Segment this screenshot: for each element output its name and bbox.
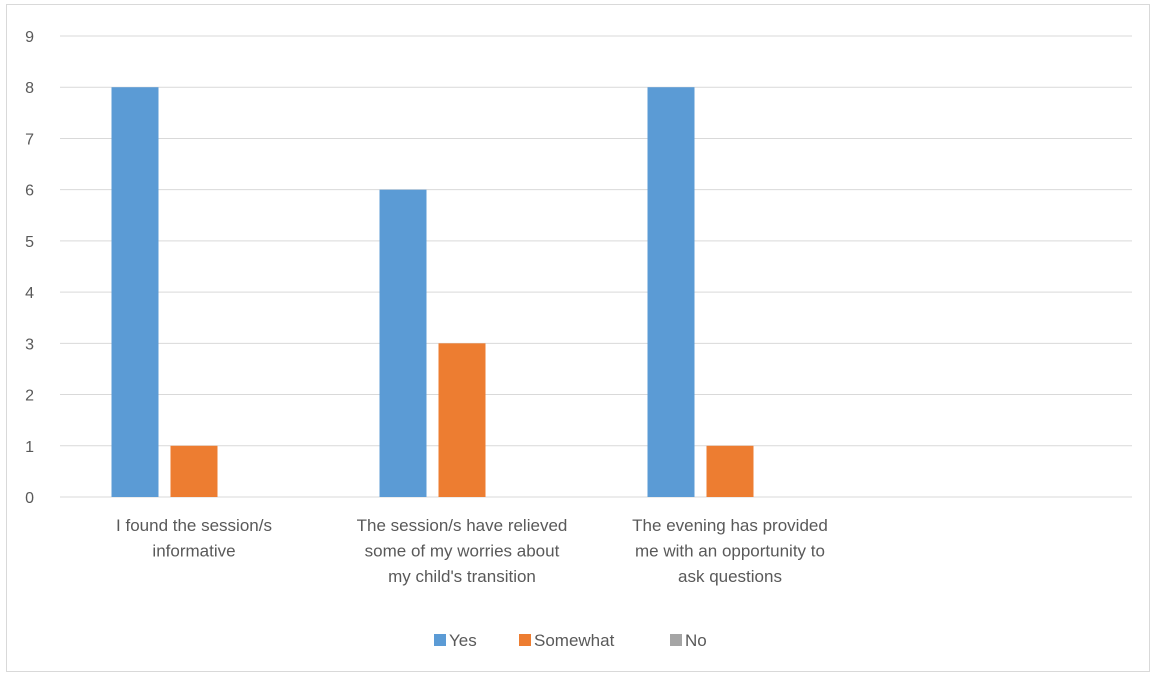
y-tick-label: 4 xyxy=(25,285,34,302)
legend-label-no: No xyxy=(685,631,707,650)
y-tick-label: 9 xyxy=(25,29,34,46)
bar-yes-1 xyxy=(379,189,427,497)
y-axis-ticks: 0 1 2 3 4 5 6 7 8 9 xyxy=(25,29,34,507)
bar-somewhat-0 xyxy=(170,445,218,497)
y-tick-label: 3 xyxy=(25,336,34,353)
bar-somewhat-2 xyxy=(706,445,754,497)
gridlines xyxy=(60,35,1132,498)
legend-swatch-no xyxy=(670,634,682,646)
bar-somewhat-1 xyxy=(438,343,486,497)
bar-yes-2 xyxy=(647,87,695,497)
legend: Yes Somewhat No xyxy=(434,631,707,650)
x-category-label: me with an opportunity to xyxy=(635,542,825,561)
x-category-label: ask questions xyxy=(678,567,782,586)
y-tick-label: 8 xyxy=(25,80,34,97)
x-category-label: informative xyxy=(152,542,235,561)
legend-label-somewhat: Somewhat xyxy=(534,631,615,650)
chart-frame xyxy=(6,4,1150,672)
y-tick-label: 0 xyxy=(25,490,34,507)
x-category-label: The evening has provided xyxy=(632,516,828,535)
x-category-label: The session/s have relieved xyxy=(357,516,568,535)
y-tick-label: 7 xyxy=(25,131,34,148)
legend-swatch-somewhat xyxy=(519,634,531,646)
x-category-label: some of my worries about xyxy=(365,542,560,561)
x-category-label: I found the session/s xyxy=(116,516,272,535)
y-tick-label: 6 xyxy=(25,183,34,200)
bar-yes-0 xyxy=(111,87,159,497)
bars xyxy=(111,87,754,497)
legend-swatch-yes xyxy=(434,634,446,646)
y-tick-label: 2 xyxy=(25,388,34,405)
legend-label-yes: Yes xyxy=(449,631,477,650)
x-category-label: my child's transition xyxy=(388,567,536,586)
y-tick-label: 1 xyxy=(25,439,34,456)
y-tick-label: 5 xyxy=(25,234,34,251)
x-axis-labels: I found the session/s informative The sess… xyxy=(116,516,828,586)
